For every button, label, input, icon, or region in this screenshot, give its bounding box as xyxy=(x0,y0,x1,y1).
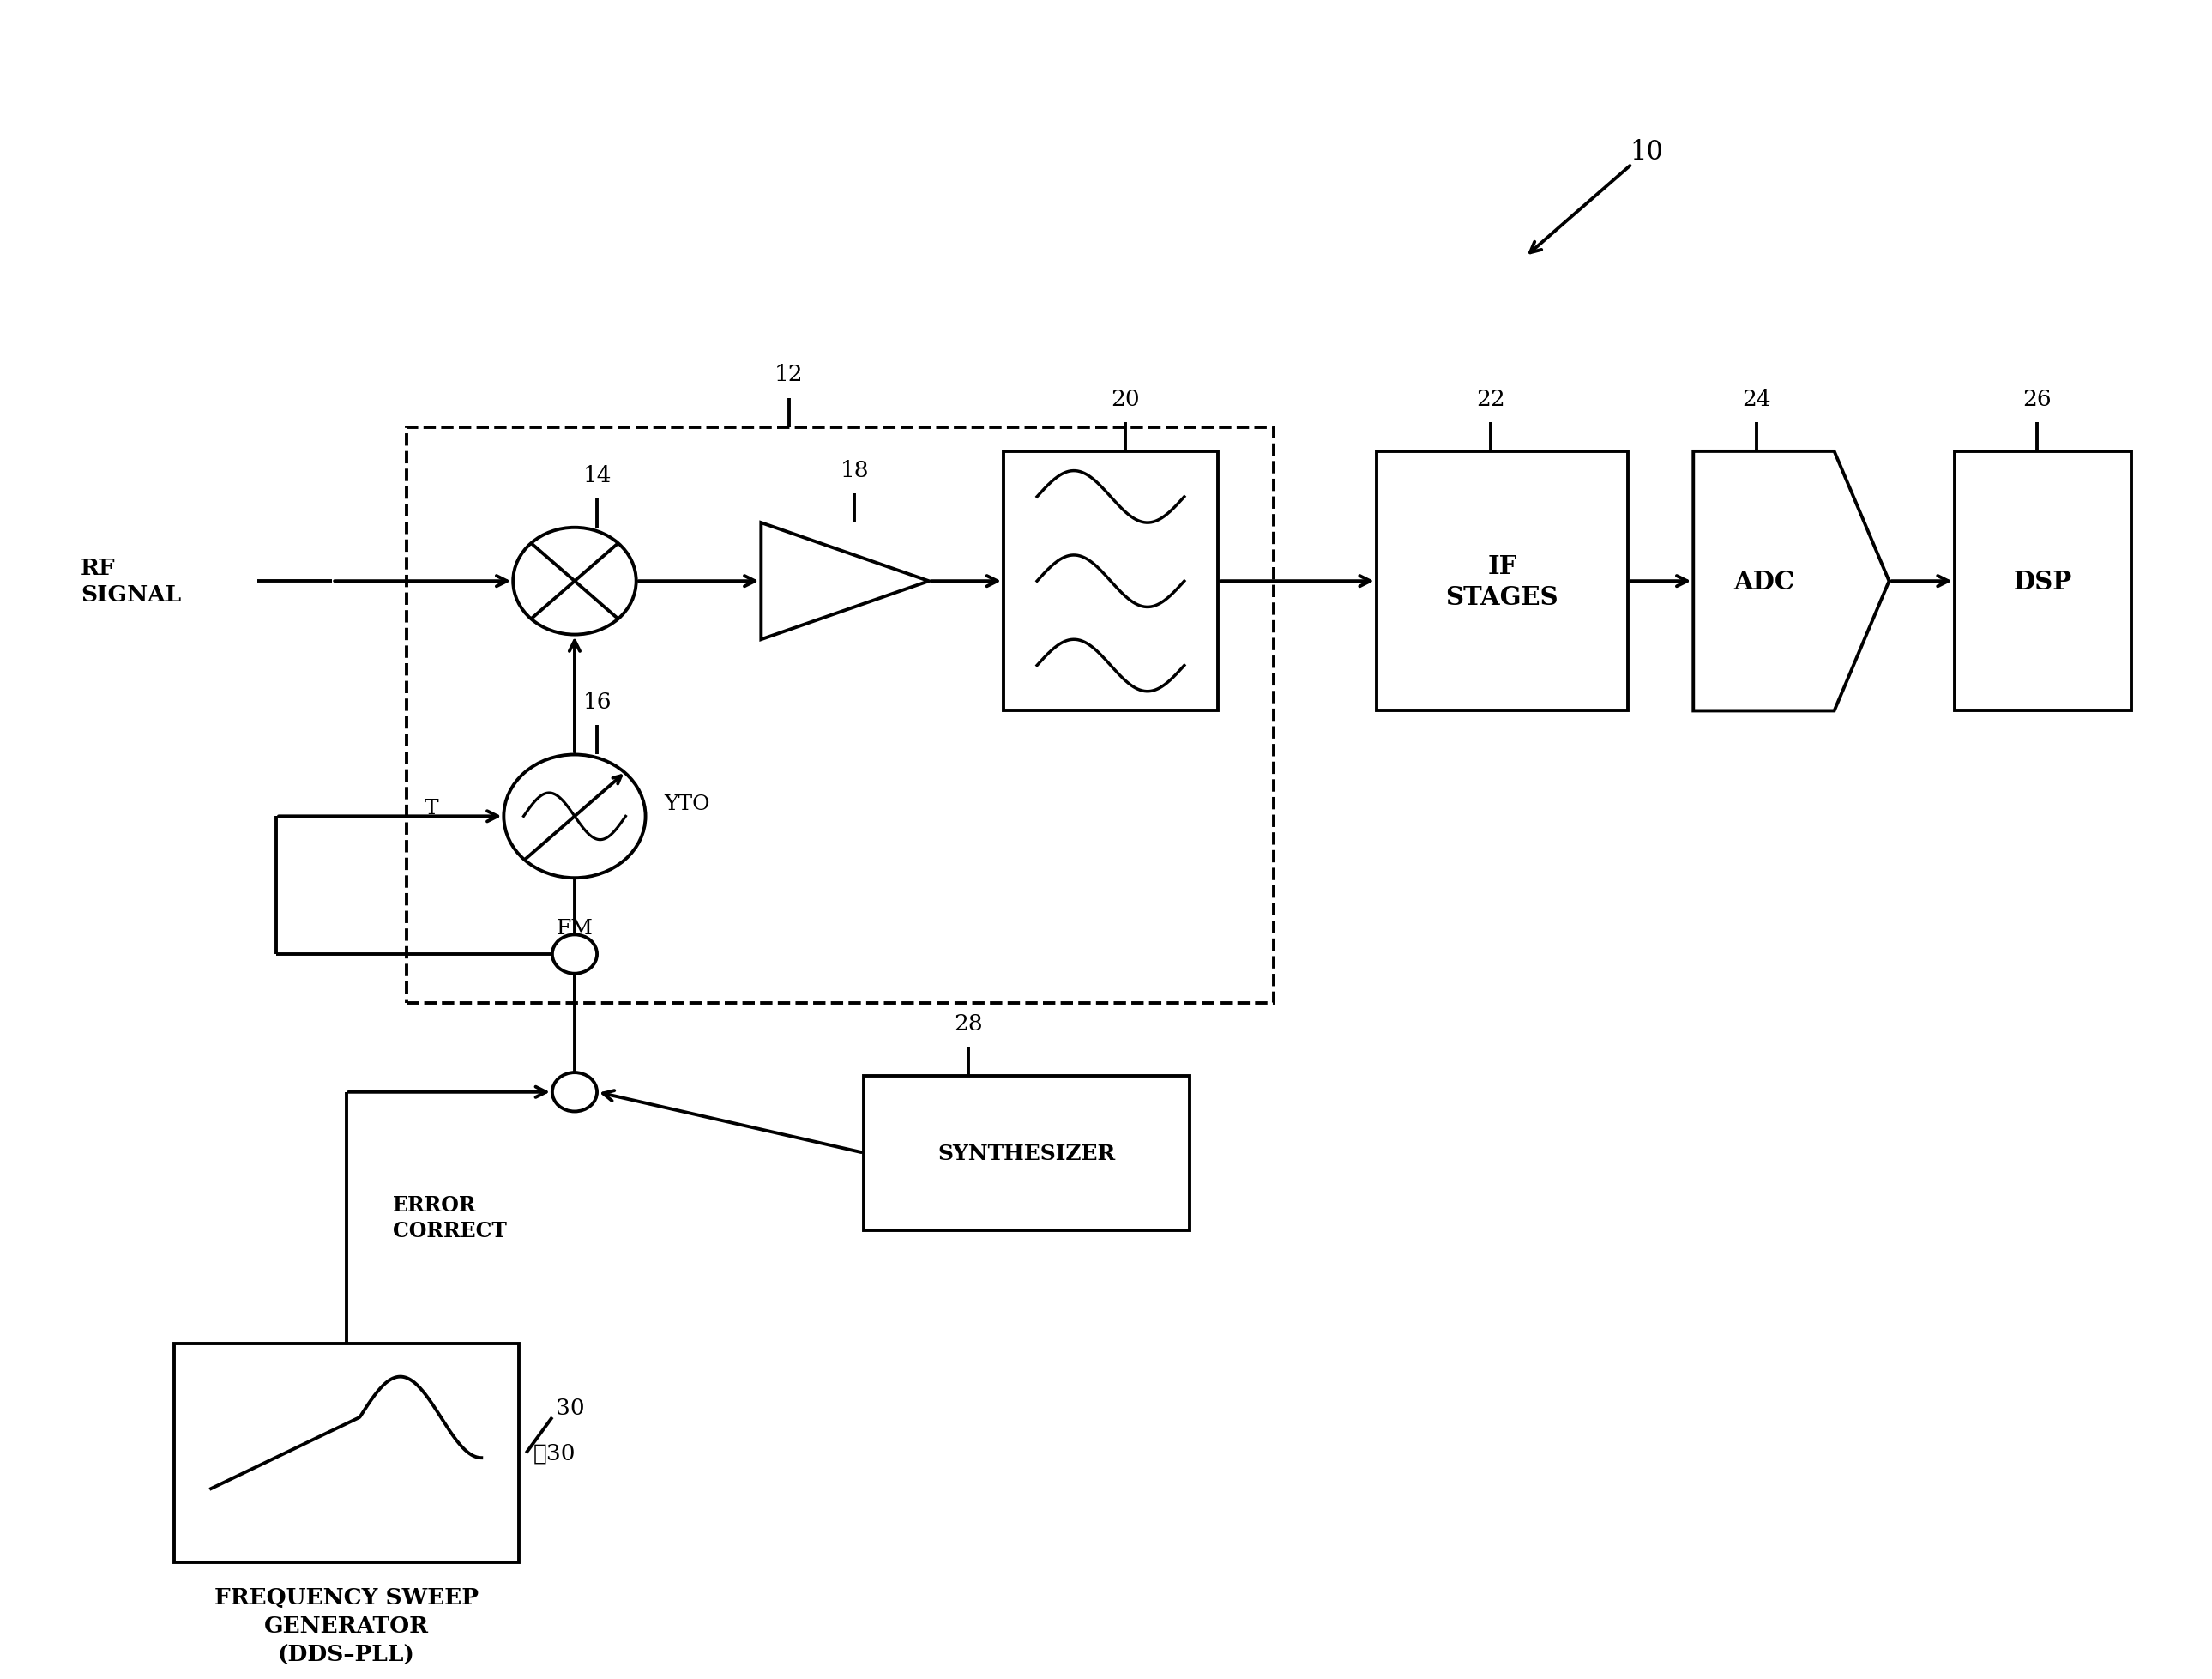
Text: RF
SIGNAL: RF SIGNAL xyxy=(80,557,181,606)
Polygon shape xyxy=(1694,452,1889,712)
Text: ADC: ADC xyxy=(1734,569,1794,594)
Bar xyxy=(407,428,1274,1002)
Text: FM: FM xyxy=(555,918,593,939)
Text: DSP: DSP xyxy=(2013,569,2073,594)
Text: T: T xyxy=(425,799,438,818)
Text: 26: 26 xyxy=(2024,388,2053,410)
Polygon shape xyxy=(761,524,929,640)
Circle shape xyxy=(553,935,597,974)
Text: 10: 10 xyxy=(1630,139,1663,165)
Circle shape xyxy=(553,1073,597,1111)
Text: 12: 12 xyxy=(774,364,803,386)
Text: YTO: YTO xyxy=(664,794,710,814)
Text: 20: 20 xyxy=(1110,388,1139,410)
Text: 28: 28 xyxy=(953,1012,982,1034)
Bar xyxy=(1955,452,2132,712)
Bar xyxy=(1004,452,1219,712)
Text: 30: 30 xyxy=(555,1397,584,1419)
Text: SYNTHESIZER: SYNTHESIZER xyxy=(938,1143,1115,1164)
Text: FREQUENCY SWEEP
GENERATOR
(DDS–PLL): FREQUENCY SWEEP GENERATOR (DDS–PLL) xyxy=(215,1587,478,1666)
Text: ∰30: ∰30 xyxy=(533,1442,575,1464)
Text: 16: 16 xyxy=(582,692,611,714)
Bar xyxy=(175,1343,518,1563)
Text: 18: 18 xyxy=(841,460,869,480)
Text: 22: 22 xyxy=(1478,388,1506,410)
Circle shape xyxy=(504,756,646,878)
Bar xyxy=(1376,452,1628,712)
Text: 24: 24 xyxy=(1741,388,1772,410)
Bar xyxy=(863,1076,1190,1231)
Text: IF
STAGES: IF STAGES xyxy=(1447,554,1559,609)
Text: ERROR
CORRECT: ERROR CORRECT xyxy=(394,1195,507,1241)
Circle shape xyxy=(513,527,637,635)
Text: 14: 14 xyxy=(582,465,611,485)
